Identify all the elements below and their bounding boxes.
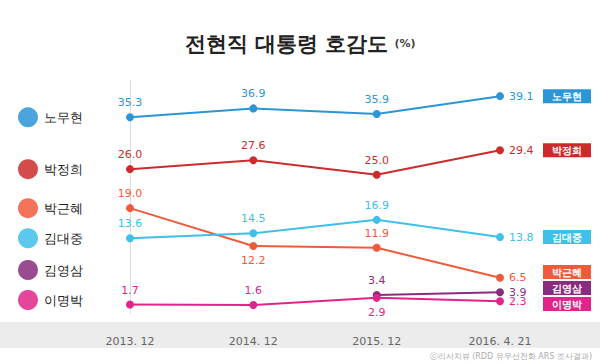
svg-text:2015. 12: 2015. 12 bbox=[352, 335, 401, 348]
svg-text:12.2: 12.2 bbox=[241, 254, 266, 267]
svg-text:16.9: 16.9 bbox=[364, 199, 389, 212]
svg-text:3.4: 3.4 bbox=[368, 274, 386, 287]
svg-text:26.0: 26.0 bbox=[118, 148, 143, 161]
svg-text:이명박: 이명박 bbox=[44, 293, 83, 308]
svg-text:2.3: 2.3 bbox=[509, 295, 527, 308]
svg-text:2016. 4. 21: 2016. 4. 21 bbox=[469, 335, 532, 348]
svg-text:35.3: 35.3 bbox=[118, 96, 143, 109]
svg-text:6.5: 6.5 bbox=[509, 271, 527, 284]
svg-text:김영삼: 김영삼 bbox=[552, 283, 582, 294]
svg-text:29.4: 29.4 bbox=[509, 144, 534, 157]
svg-text:25.0: 25.0 bbox=[364, 154, 389, 167]
svg-text:39.1: 39.1 bbox=[509, 90, 534, 103]
svg-text:(%): (%) bbox=[394, 37, 415, 50]
svg-text:2014. 12: 2014. 12 bbox=[229, 335, 278, 348]
svg-text:13.6: 13.6 bbox=[118, 217, 143, 230]
svg-text:1.6: 1.6 bbox=[245, 284, 263, 297]
svg-text:2013. 12: 2013. 12 bbox=[106, 335, 155, 348]
svg-text:김대중: 김대중 bbox=[552, 232, 582, 243]
svg-text:14.5: 14.5 bbox=[241, 212, 266, 225]
svg-text:박정희: 박정희 bbox=[552, 145, 582, 156]
svg-text:김영삼: 김영삼 bbox=[44, 263, 83, 278]
svg-text:19.0: 19.0 bbox=[118, 187, 143, 200]
svg-text:ⓒ리서치뷰 (RDD 유무선전화 ARS 조사결과): ⓒ리서치뷰 (RDD 유무선전화 ARS 조사결과) bbox=[430, 352, 592, 361]
svg-text:13.8: 13.8 bbox=[509, 231, 534, 244]
svg-text:이명박: 이명박 bbox=[552, 299, 582, 310]
svg-text:노무현: 노무현 bbox=[552, 91, 582, 102]
svg-text:11.9: 11.9 bbox=[364, 227, 389, 240]
svg-text:박근혜: 박근혜 bbox=[552, 267, 582, 278]
svg-text:전현직 대통령 호감도: 전현직 대통령 호감도 bbox=[185, 32, 389, 56]
svg-text:박근혜: 박근혜 bbox=[44, 201, 83, 216]
svg-text:35.9: 35.9 bbox=[364, 93, 389, 106]
svg-text:박정희: 박정희 bbox=[44, 162, 83, 177]
svg-text:3.9: 3.9 bbox=[509, 285, 527, 299]
svg-text:노무현: 노무현 bbox=[44, 110, 83, 125]
svg-text:27.6: 27.6 bbox=[241, 139, 266, 152]
svg-text:김대중: 김대중 bbox=[44, 231, 83, 246]
svg-text:2.9: 2.9 bbox=[368, 306, 386, 319]
svg-text:1.7: 1.7 bbox=[121, 284, 139, 297]
svg-text:36.9: 36.9 bbox=[241, 87, 266, 100]
